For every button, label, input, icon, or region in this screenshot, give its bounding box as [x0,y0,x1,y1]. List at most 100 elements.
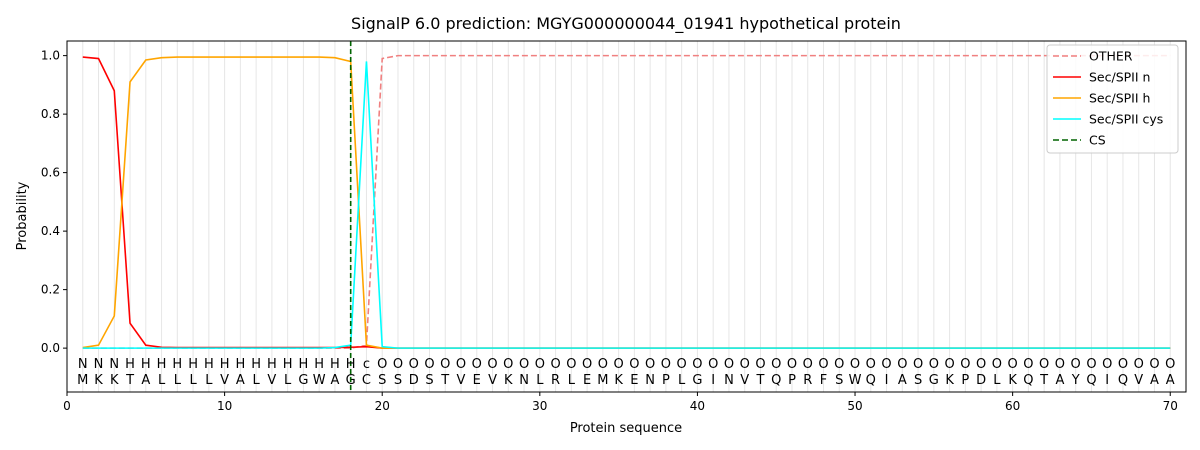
y-tick-label: 1.0 [41,49,60,63]
legend-box [1046,44,1179,154]
sequence-labels: NMNKNKHTHAHLHLHLHLHVHAHLHVHLHGHWHAHGcCOS… [77,357,1175,388]
region-label: H [314,357,324,372]
residue-label: L [284,373,292,388]
region-label: N [109,357,119,372]
residue-label: A [1150,373,1159,388]
residue-label: M [77,373,88,388]
residue-label: K [94,373,103,388]
residue-label: V [1134,373,1143,388]
region-label: O [897,357,907,372]
residue-label: L [205,373,213,388]
x-tick-label: 20 [375,399,390,413]
residue-label: V [488,373,497,388]
region-label: O [976,357,986,372]
region-label: O [787,357,797,372]
region-label: O [1149,357,1159,372]
y-axis-label: Probability [15,181,30,250]
residue-label: R [803,373,812,388]
residue-label: L [993,373,1001,388]
y-tick-label: 0.8 [41,107,60,121]
residue-label: P [961,373,969,388]
region-label: H [172,357,182,372]
residue-label: L [174,373,182,388]
residue-label: A [1166,373,1175,388]
residue-label: S [914,373,922,388]
region-label: O [472,357,482,372]
residue-label: Y [1071,373,1080,388]
residue-label: G [929,373,939,388]
region-label: O [803,357,813,372]
residue-label: L [189,373,197,388]
region-label: O [519,357,529,372]
region-label: H [251,357,261,372]
region-label: O [582,357,592,372]
y-tick-label: 0.0 [41,341,60,355]
region-label: O [377,357,387,372]
region-label: O [881,357,891,372]
legend-label: Sec/SPII cys [1089,112,1163,127]
region-label: H [267,357,277,372]
region-label: H [235,357,245,372]
residue-label: A [141,373,150,388]
region-label: O [755,357,765,372]
region-label: O [550,357,560,372]
series-line-3 [82,61,1171,349]
residue-label: N [519,373,529,388]
region-label: O [834,357,844,372]
residue-label: Q [866,373,876,388]
residue-label: E [473,373,481,388]
residue-label: Q [1118,373,1128,388]
region-label: H [141,357,151,372]
region-label: O [1055,357,1065,372]
y-axis-ticks: 0.0 0.2 0.4 0.6 0.8 1.0 [41,49,67,355]
legend-label: CS [1089,133,1106,148]
residue-label: Q [1086,373,1096,388]
region-label: O [535,357,545,372]
region-label: O [1071,357,1081,372]
region-label: O [992,357,1002,372]
region-label: O [456,357,466,372]
residue-label: I [711,373,715,388]
region-label: O [913,357,923,372]
region-label: H [157,357,167,372]
residue-label: K [1008,373,1017,388]
residue-label: L [158,373,166,388]
residue-label: K [110,373,119,388]
region-label: O [692,357,702,372]
y-tick-label: 0.2 [41,283,60,297]
residue-label: A [1055,373,1064,388]
residue-label: I [885,373,889,388]
region-label: O [487,357,497,372]
x-tick-label: 50 [847,399,862,413]
residue-label: K [614,373,623,388]
region-label: H [299,357,309,372]
region-label: O [393,357,403,372]
region-label: O [661,357,671,372]
residue-label: D [976,373,986,388]
x-tick-label: 40 [690,399,705,413]
residue-label: V [740,373,749,388]
residue-label: V [267,373,276,388]
chart-title: SignalP 6.0 prediction: MGYG000000044_01… [351,14,901,34]
residue-label: G [298,373,308,388]
region-label: O [708,357,718,372]
region-label: O [1086,357,1096,372]
y-tick-label: 0.4 [41,224,60,238]
residue-label: N [724,373,734,388]
residue-label: L [536,373,544,388]
region-label: O [1023,357,1033,372]
region-label: O [614,357,624,372]
residue-label: V [457,373,466,388]
residue-label: V [220,373,229,388]
region-label: O [1134,357,1144,372]
residue-label: I [1105,373,1109,388]
region-label: H [283,357,293,372]
region-label: H [330,357,340,372]
region-label: O [740,357,750,372]
residue-label: G [346,373,356,388]
residue-label: D [409,373,419,388]
x-tick-label: 70 [1163,399,1178,413]
region-label: O [850,357,860,372]
residue-label: L [253,373,261,388]
